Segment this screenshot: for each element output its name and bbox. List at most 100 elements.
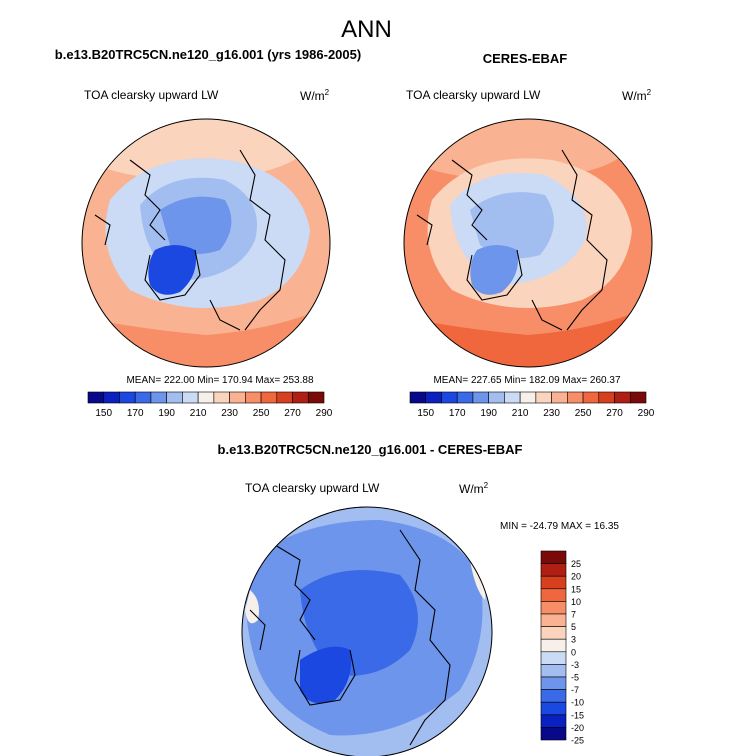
panel-diff-field-label: TOA clearsky upward LW [245, 481, 380, 495]
diff-colorbar-swatch [540, 664, 567, 678]
diff-colorbar: 25 20 15 10 7 5 3 0 -3 -5 -7 -10 -15 -20 -25 [540, 550, 584, 746]
obs-colorbar-tick-label: 230 [543, 408, 560, 419]
diff-colorbar-swatch [540, 714, 567, 728]
map-fill-arctic-core [470, 192, 554, 259]
obs-colorbar-tick-label: 170 [449, 408, 466, 419]
model-map-border [81, 118, 331, 368]
model-colorbar-tick-label: 150 [95, 408, 112, 419]
obs-colorbar-swatch [582, 391, 600, 404]
panel-model-stats: MEAN= 222.00 Min= 170.94 Max= 253.88 [126, 375, 314, 386]
diff-colorbar-tick-label: 15 [571, 584, 581, 594]
coastlines [249, 529, 451, 746]
map-fill-greenland [470, 245, 518, 295]
diff-colorbar-tick-label: 5 [571, 622, 576, 632]
model-colorbar-swatch [197, 391, 215, 404]
model-colorbar-swatch [213, 391, 230, 404]
diff-colorbar-tick-label: -5 [571, 673, 579, 683]
model-polar-map [82, 119, 330, 367]
season-title: ANN [341, 16, 392, 43]
obs-colorbar-swatch [614, 391, 631, 404]
model-colorbar-tick-label: 170 [127, 408, 144, 419]
obs-colorbar-swatch [504, 391, 521, 404]
model-colorbar-swatch [119, 391, 136, 404]
model-colorbar-swatch [134, 391, 152, 404]
obs-colorbar-swatch [567, 391, 584, 404]
coastlines [94, 149, 286, 331]
diff-colorbar-swatch [540, 676, 567, 690]
obs-colorbar-swatch [488, 391, 505, 404]
diff-colorbar-tick-label: 7 [571, 610, 576, 620]
obs-colorbar-tick-label: 290 [638, 408, 655, 419]
diff-colorbar-swatch [540, 613, 567, 627]
model-colorbar-swatch [103, 391, 120, 404]
obs-colorbar-tick-label: 210 [512, 408, 529, 419]
diff-polar-map [242, 507, 492, 756]
diff-colorbar-swatch [540, 550, 567, 564]
obs-colorbar-swatch [456, 391, 474, 404]
diff-colorbar-tick-label: 20 [571, 572, 581, 582]
panel-model-title: b.e13.B20TRC5CN.ne120_g16.001 (yrs 1986-… [54, 47, 362, 62]
obs-colorbar-tick-label: 270 [606, 408, 623, 419]
model-colorbar-tick-label: 210 [190, 408, 207, 419]
model-colorbar-tick-label: 230 [221, 408, 238, 419]
diff-colorbar-tick-label: 3 [571, 635, 576, 645]
diff-colorbar-swatch [540, 689, 567, 703]
diff-colorbar-swatch [540, 601, 567, 615]
obs-colorbar-swatch [425, 391, 442, 404]
map-fill-near-zero-2 [470, 560, 486, 600]
diff-colorbar-tick-label: 10 [571, 597, 581, 607]
model-colorbar-swatch [245, 391, 262, 404]
obs-colorbar-swatch [598, 391, 615, 404]
diff-colorbar-swatch [540, 638, 567, 653]
map-fill-arctic-core [160, 196, 232, 254]
diff-colorbar-tick-label: -7 [571, 685, 579, 695]
model-colorbar-tick-label: 270 [284, 408, 301, 419]
model-colorbar-tick-label: 250 [253, 408, 270, 419]
obs-colorbar-swatch [409, 391, 427, 404]
model-colorbar-swatch [182, 391, 199, 404]
obs-colorbar-tick-label: 150 [417, 408, 434, 419]
diff-colorbar-swatch [540, 701, 567, 716]
obs-colorbar-swatch [441, 391, 458, 404]
obs-colorbar-swatch [629, 391, 647, 404]
model-colorbar-swatch [292, 391, 309, 404]
map-fill-greenland [148, 245, 196, 295]
obs-polar-map [404, 119, 652, 367]
diff-colorbar-swatch [540, 626, 567, 640]
model-colorbar-tick-label: 190 [158, 408, 175, 419]
panel-model-field-label: TOA clearsky upward LW [84, 88, 219, 102]
panel-obs-stats: MEAN= 227.65 Min= 182.09 Max= 260.37 [433, 375, 621, 386]
obs-colorbar: 150 170 190 210 230 250 270 290 [409, 391, 655, 419]
diff-colorbar-swatch [540, 563, 567, 577]
obs-colorbar-swatch [519, 391, 537, 404]
model-colorbar-swatch [276, 391, 293, 404]
obs-colorbar-swatch [472, 391, 489, 404]
panel-obs-units: W/m2 [622, 88, 652, 103]
diff-colorbar-tick-label: 25 [571, 559, 581, 569]
panel-diff-title: b.e13.B20TRC5CN.ne120_g16.001 - CERES-EB… [217, 442, 523, 457]
model-colorbar-swatch [229, 391, 246, 404]
diff-colorbar-swatch [540, 575, 567, 590]
diff-colorbar-tick-label: -25 [571, 736, 584, 746]
diff-colorbar-tick-label: -15 [571, 710, 584, 720]
diff-colorbar-tick-label: -3 [571, 660, 579, 670]
model-colorbar: 150 170 190 210 230 250 270 290 [87, 391, 333, 419]
diff-colorbar-swatch [540, 727, 567, 741]
panel-diff-units: W/m2 [459, 481, 489, 496]
obs-map-border [403, 118, 653, 368]
obs-colorbar-swatch [535, 391, 552, 404]
model-colorbar-swatch [150, 391, 167, 404]
model-colorbar-swatch [166, 391, 183, 404]
model-colorbar-tick-label: 290 [316, 408, 333, 419]
obs-colorbar-swatch [551, 391, 568, 404]
panel-model-units: W/m2 [300, 88, 330, 103]
diff-colorbar-swatch [540, 651, 567, 665]
model-colorbar-swatch [87, 391, 105, 404]
map-fill-greenland [300, 646, 351, 704]
obs-colorbar-tick-label: 190 [480, 408, 497, 419]
panel-obs-title: CERES-EBAF [482, 51, 568, 66]
diff-map-border [241, 506, 493, 756]
model-colorbar-swatch [307, 391, 325, 404]
diff-colorbar-swatch [540, 588, 567, 602]
